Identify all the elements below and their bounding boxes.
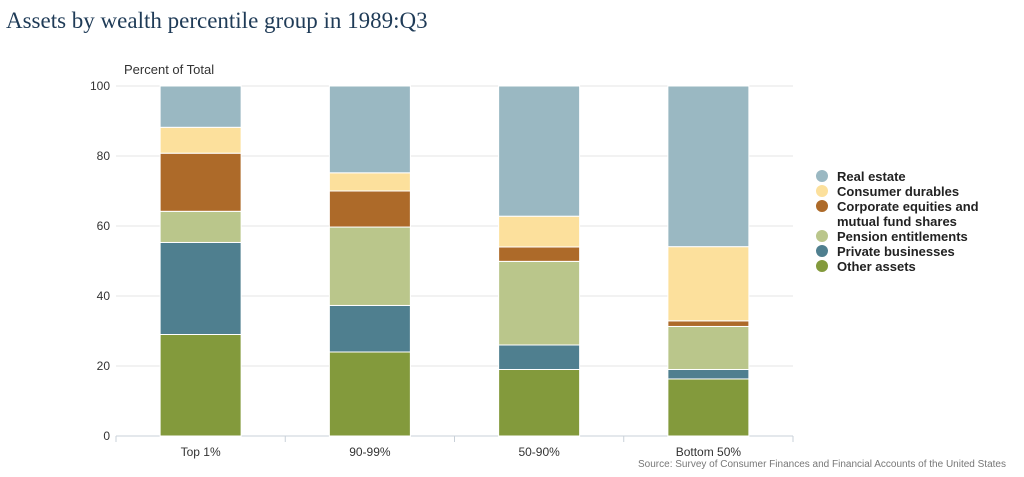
y-tick-label: 40 — [97, 289, 111, 303]
x-tick-label: 50-90% — [518, 445, 560, 459]
bar-segment — [159, 241, 242, 335]
bar-segment — [667, 378, 750, 437]
bar-segment — [498, 85, 581, 217]
legend-swatch — [816, 260, 828, 272]
y-tick-label: 80 — [97, 149, 111, 163]
bar-segment — [159, 85, 242, 128]
bar-segment — [667, 369, 750, 380]
bar-segment — [328, 304, 411, 353]
bar-segment — [498, 215, 581, 248]
bar-segment — [667, 85, 750, 248]
y-tick-label: 20 — [97, 359, 111, 373]
chart-title: Assets by wealth percentile group in 198… — [6, 8, 428, 33]
bar-segment — [328, 351, 411, 437]
legend-label: Corporate equities and — [837, 199, 979, 214]
legend-swatch — [816, 185, 828, 197]
legend-label: Consumer durables — [837, 184, 959, 199]
bar-segment — [667, 246, 750, 322]
x-tick-label: 90-99% — [349, 445, 391, 459]
bar-segment — [159, 210, 242, 243]
legend-label: Other assets — [837, 259, 916, 274]
y-tick-label: 100 — [90, 79, 110, 93]
bar-segment — [159, 334, 242, 437]
legend-label: Pension entitlements — [837, 229, 968, 244]
legend-swatch — [816, 230, 828, 242]
legend-label: Private businesses — [837, 244, 955, 259]
source-note: Source: Survey of Consumer Finances and … — [638, 459, 1006, 470]
bar-segment — [328, 190, 411, 228]
x-tick-label: Top 1% — [181, 445, 221, 459]
axes: 0 20 40 60 80 100 Top 1% 90-99% 50-90% Bottom 50% — [90, 79, 794, 459]
bar-segment — [328, 226, 411, 306]
bar-segment — [159, 126, 242, 154]
y-tick-label: 0 — [103, 429, 110, 443]
x-tick-label: Bottom 50% — [676, 445, 742, 459]
bar-segment — [667, 325, 750, 371]
legend-swatch — [816, 170, 828, 182]
bar-segment — [498, 260, 581, 346]
bar-segment — [159, 152, 242, 212]
legend-label: Real estate — [837, 169, 906, 184]
legend-label: mutual fund shares — [837, 214, 957, 229]
bars — [159, 85, 750, 437]
bar-segment — [328, 172, 411, 192]
bar-segment — [498, 344, 581, 370]
bar-segment — [498, 246, 581, 262]
bar-segment — [328, 85, 411, 174]
legend-swatch — [816, 200, 828, 212]
bar-segment — [498, 369, 581, 437]
legend-swatch — [816, 245, 828, 257]
y-tick-label: 60 — [97, 219, 111, 233]
bar-segment — [667, 320, 750, 327]
y-axis-label: Percent of Total — [124, 62, 215, 77]
